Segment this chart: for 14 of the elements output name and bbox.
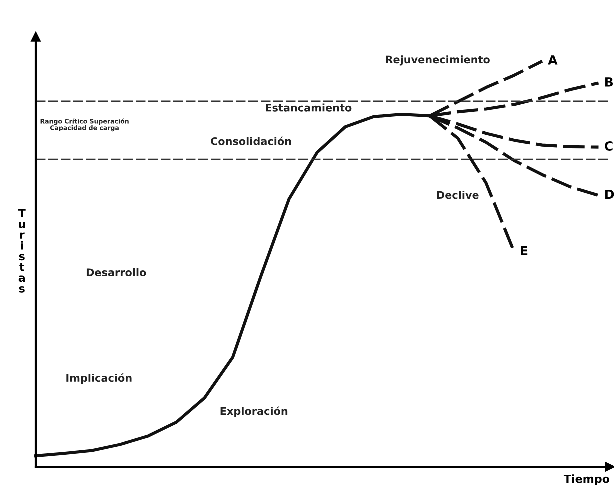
series-label: C — [604, 142, 613, 151]
x-axis-title: Tiempo — [564, 474, 610, 486]
series-label: D — [606, 190, 614, 200]
y-axis-title: Turistas — [18, 209, 26, 293]
series-label: E — [521, 246, 528, 256]
annotation: Implicación — [66, 374, 132, 384]
annotation: Consolidación — [211, 136, 292, 146]
annotation: Estancamiento — [266, 104, 352, 112]
annotation: Declive — [437, 191, 479, 200]
annotation: Rejuvenecimiento — [386, 56, 490, 66]
annotation: Exploración — [220, 406, 288, 418]
annotation: Desarrollo — [86, 268, 146, 277]
series-label: A — [548, 56, 558, 65]
series-label: B — [606, 78, 614, 87]
